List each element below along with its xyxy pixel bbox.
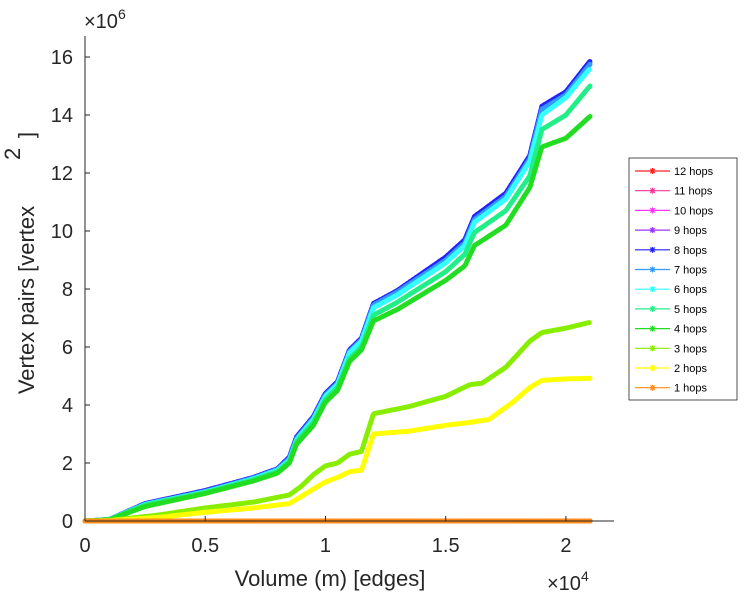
asterisk-marker-icon	[649, 207, 656, 214]
x-tick-label: 2	[560, 535, 571, 557]
series-core	[85, 377, 591, 523]
series-line	[82, 83, 593, 524]
y-axis-label-close: ]	[14, 132, 39, 138]
series-5-hops	[82, 83, 593, 524]
legend-item: 10 hops	[635, 205, 714, 217]
legend-label: 3 hops	[674, 343, 708, 355]
series-line	[82, 58, 593, 524]
series-8-hops	[82, 58, 593, 524]
y-axis-label: Vertex pairs [vertex	[14, 206, 39, 394]
x-multiplier: ×104	[547, 568, 589, 595]
legend-item: 4 hops	[635, 324, 708, 336]
series-core	[84, 60, 591, 523]
asterisk-marker-icon	[649, 384, 656, 391]
y-tick-label: 8	[62, 279, 73, 301]
y-tick-label: 0	[62, 511, 73, 533]
series-core	[84, 115, 591, 523]
y-tick-label: 14	[51, 105, 73, 127]
legend-label: 10 hops	[674, 205, 714, 217]
x-tick-label: 0.5	[191, 535, 219, 557]
legend-item: 3 hops	[635, 343, 708, 355]
legend-item: 6 hops	[635, 284, 708, 296]
legend-items: 12 hops 11 hops 10 hops 9 hops 8 hops 7 hops 6…	[635, 166, 714, 395]
series-layer	[82, 58, 593, 524]
legend-label: 9 hops	[674, 225, 708, 237]
series-3-hops	[82, 319, 593, 524]
axes	[84, 36, 614, 522]
series-line	[82, 66, 593, 524]
x-tick-label: 1	[320, 535, 331, 557]
series-core	[84, 321, 591, 523]
legend-item: 12 hops	[635, 166, 714, 178]
legend-label: 6 hops	[674, 284, 708, 296]
asterisk-marker-icon	[649, 266, 656, 273]
legend-box	[628, 157, 738, 401]
legend-item: 1 hops	[635, 383, 708, 395]
legend-label: 12 hops	[674, 166, 714, 178]
legend-item: 5 hops	[635, 304, 708, 316]
legend-label: 7 hops	[674, 265, 708, 277]
series-7-hops	[82, 61, 593, 524]
series-line	[82, 319, 593, 524]
legend-label: 5 hops	[674, 304, 708, 316]
legend-item: 2 hops	[635, 363, 708, 375]
series-core	[84, 63, 591, 523]
y-tick-label: 10	[51, 221, 73, 243]
y-tick-label: 2	[62, 453, 73, 475]
legend-label: 4 hops	[674, 324, 708, 336]
series-6-hops	[82, 66, 593, 524]
series-line	[82, 61, 593, 524]
series-4-hops	[82, 114, 593, 524]
y-tick-label: 12	[51, 163, 73, 185]
x-tick-label: 1.5	[432, 535, 460, 557]
y-tick-label: 16	[51, 47, 73, 69]
y-axis-label-superscript: 2	[0, 148, 25, 160]
x-tick-label: 0	[79, 535, 90, 557]
series-line	[82, 58, 593, 524]
y-axis-label-group: Vertex pairs [vertex 2 ]	[0, 132, 39, 394]
series-2-hops	[82, 375, 593, 524]
y-tick-label: 4	[62, 395, 73, 417]
legend-label: 2 hops	[674, 363, 708, 375]
series-core	[84, 85, 591, 523]
legend-item: 8 hops	[635, 245, 708, 257]
asterisk-marker-icon	[649, 227, 656, 234]
legend-item: 11 hops	[635, 186, 713, 198]
asterisk-marker-icon	[649, 365, 656, 371]
y-multiplier: ×106	[84, 6, 126, 33]
asterisk-marker-icon	[649, 305, 656, 312]
legend-item: 7 hops	[635, 265, 708, 277]
legend-label: 1 hops	[674, 383, 708, 395]
asterisk-marker-icon	[649, 325, 656, 332]
x-axis-label: Volume (m) [edges]	[235, 566, 426, 591]
series-core	[84, 60, 591, 523]
series-9-hops	[82, 58, 593, 524]
series-core	[84, 67, 591, 523]
legend-item: 9 hops	[635, 225, 708, 237]
x-ticks: 0 0.5 1 1.5 2	[79, 516, 571, 557]
legend-label: 8 hops	[674, 245, 708, 257]
legend-label: 11 hops	[674, 186, 713, 198]
y-tick-label: 6	[62, 337, 73, 359]
asterisk-marker-icon	[649, 286, 656, 293]
y-ticks: 0 2 4 6 8 10 12 14 16	[51, 47, 90, 533]
asterisk-marker-icon	[649, 345, 656, 352]
asterisk-marker-icon	[649, 187, 656, 194]
asterisk-marker-icon	[649, 246, 656, 253]
asterisk-marker-icon	[649, 168, 656, 174]
legend: 12 hops 11 hops 10 hops 9 hops 8 hops 7 hops 6…	[628, 157, 738, 401]
